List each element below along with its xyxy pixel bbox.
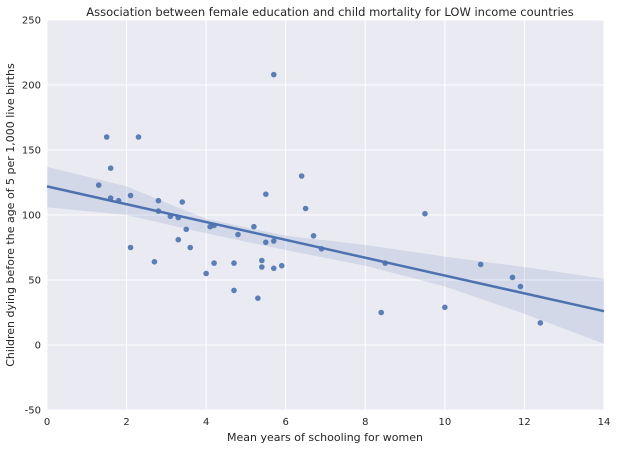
data-point: [95, 182, 102, 188]
data-point: [259, 264, 265, 270]
data-point: [231, 287, 237, 294]
data-point: [263, 191, 269, 197]
data-point: [278, 262, 285, 269]
data-point: [211, 260, 217, 266]
data-point: [179, 199, 186, 205]
data-point: [103, 134, 110, 140]
confidence-band: [47, 166, 604, 344]
data-point: [151, 259, 158, 265]
data-point: [251, 223, 257, 230]
y-tick-label: 250: [22, 16, 41, 27]
data-point: [127, 192, 134, 199]
data-point: [175, 236, 182, 243]
x-tick-label: 6: [283, 417, 289, 428]
data-point: [231, 260, 237, 266]
chart-title: Association between female education and…: [86, 5, 573, 19]
data-point: [127, 244, 134, 251]
x-tick-label: 12: [518, 417, 531, 428]
data-point: [107, 165, 114, 171]
y-tick-label: -50: [25, 406, 41, 417]
data-point: [270, 71, 277, 78]
data-point: [255, 295, 261, 302]
data-point: [442, 304, 448, 311]
data-point: [302, 205, 309, 212]
y-tick-label: 200: [22, 81, 41, 92]
data-point: [155, 197, 162, 204]
data-point: [259, 257, 265, 264]
y-axis-label: Children dying before the age of 5 per 1…: [4, 63, 17, 367]
x-tick-label: 14: [598, 417, 611, 428]
data-point: [183, 226, 190, 233]
data-point: [270, 265, 277, 272]
data-point: [517, 283, 524, 290]
data-point: [203, 270, 209, 277]
x-tick-label: 8: [362, 417, 368, 428]
data-point: [310, 233, 317, 239]
y-tick-label: 100: [22, 211, 41, 222]
regression-line: [46, 185, 605, 313]
data-point: [537, 320, 544, 326]
x-axis-label: Mean years of schooling for women: [227, 431, 423, 444]
data-point: [509, 274, 516, 281]
data-point: [187, 244, 194, 251]
data-point: [263, 239, 269, 246]
x-tick-label: 2: [123, 417, 129, 428]
data-point: [378, 309, 385, 316]
data-point: [135, 134, 142, 140]
x-tick-label: 10: [438, 417, 451, 428]
y-tick-label: 50: [28, 276, 41, 287]
y-tick-label: 150: [22, 146, 41, 157]
data-point: [235, 231, 241, 238]
data-point: [422, 210, 428, 217]
data-point: [270, 238, 277, 244]
data-point: [477, 261, 484, 268]
data-point: [298, 173, 305, 179]
x-tick-label: 0: [44, 417, 50, 428]
x-tick-label: 4: [203, 417, 209, 428]
y-tick-label: 0: [35, 341, 41, 352]
